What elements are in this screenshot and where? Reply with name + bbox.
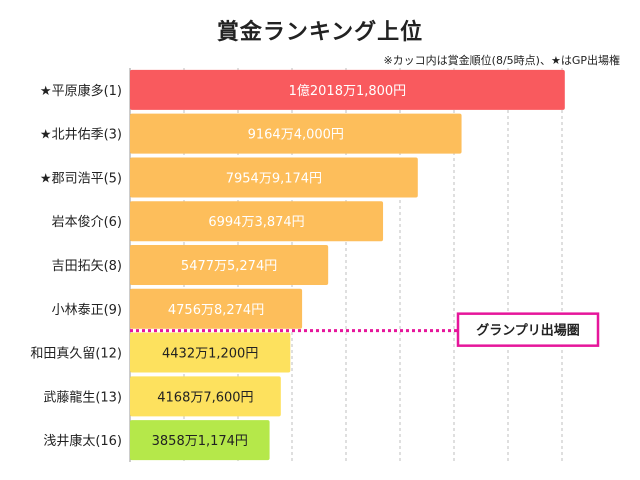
bar-value-label: 6994万3,874円 [208, 215, 304, 230]
bar-value-label: 7954万9,174円 [226, 171, 322, 186]
category-label: ★平原康多(1) [40, 83, 122, 99]
bar-value-label: 5477万5,274円 [181, 259, 277, 274]
category-label: ★北井佑季(3) [40, 128, 122, 143]
chart-title: 賞金ランキング上位 [216, 20, 424, 45]
category-label: 浅井康太(16) [43, 433, 122, 449]
category-label: 和田真久留(12) [30, 347, 122, 362]
category-label: 小林泰正(9) [52, 303, 122, 318]
bar [130, 157, 418, 198]
bar [130, 201, 384, 242]
category-label: 武藤龍生(13) [43, 389, 122, 405]
bar [130, 332, 291, 373]
category-label: ★郡司浩平(5) [40, 171, 122, 186]
cutoff-label: グランプリ出場圏 [476, 323, 580, 339]
bar [130, 420, 270, 461]
bar-value-label: 9164万4,000円 [248, 128, 344, 143]
bar [130, 113, 462, 154]
bar [130, 288, 303, 329]
bar [130, 376, 281, 417]
cutoff-marker: グランプリ出場圏 [130, 312, 600, 347]
category-label: 岩本俊介(6) [52, 215, 122, 230]
bar-value-label: 4756万8,274円 [168, 303, 264, 318]
bar-value-label: 4432万1,200円 [162, 347, 258, 362]
bar [130, 245, 329, 285]
bar-value-label: 1億2018万1,800円 [289, 83, 407, 99]
bar-value-label: 3858万1,174円 [152, 434, 248, 449]
category-label: 吉田拓矢(8) [52, 259, 122, 274]
bar-value-label: 4168万7,600円 [157, 390, 253, 405]
bars: ★平原康多(1) 1億2018万1,800円 ★北井佑季(3) 9164万4,000円… [30, 69, 565, 461]
chart-note: ※カッコ内は賞金順位(8/5時点)、★はGP出場権 [383, 54, 620, 67]
bar [130, 69, 565, 110]
cutoff-label-box [456, 312, 600, 347]
